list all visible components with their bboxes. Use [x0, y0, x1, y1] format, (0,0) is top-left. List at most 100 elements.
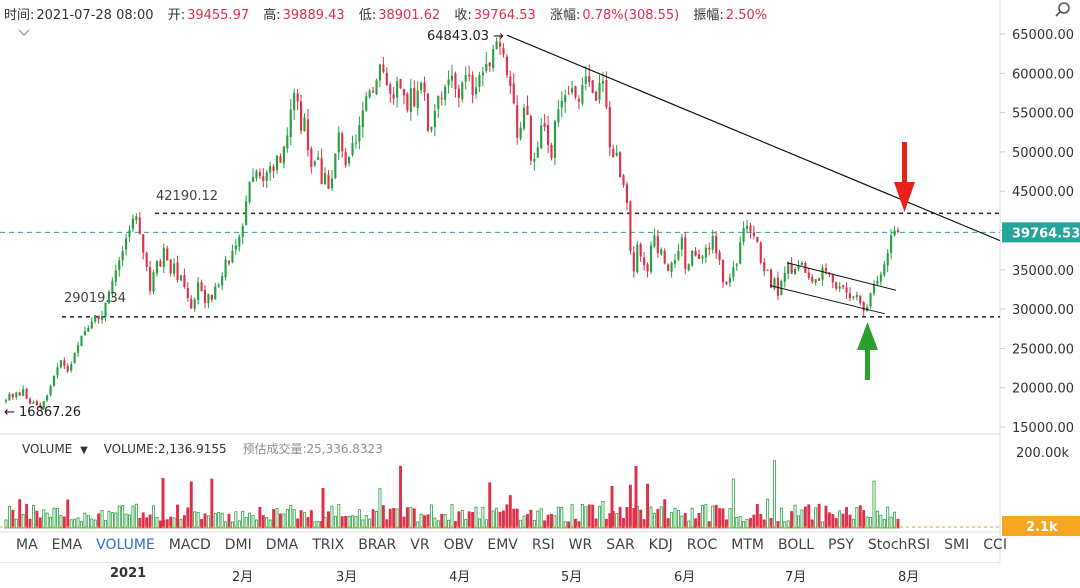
volume-bar [299, 510, 303, 529]
tab-obv[interactable]: OBV [443, 537, 474, 553]
time-value: 2021-07-28 08:00 [36, 8, 154, 23]
candle-body [464, 74, 467, 82]
candle-body [409, 88, 412, 112]
candle-body [46, 395, 49, 401]
indicator-tabs: MA EMA VOLUME MACD DMI DMA TRIX BRAR VR OBV EMV RSI… [16, 537, 1021, 559]
tab-stochrsi[interactable]: StochRSI [867, 537, 931, 553]
tab-volume[interactable]: VOLUME [96, 537, 155, 553]
tab-vr[interactable]: VR [410, 537, 430, 553]
volume-bar [882, 518, 886, 529]
volume-bar [31, 504, 35, 529]
candle-body [282, 146, 285, 164]
volume-bar [807, 504, 811, 529]
volume-indicator-name[interactable]: VOLUME [22, 442, 73, 456]
candle-body [581, 85, 584, 104]
candle-body [183, 275, 186, 288]
low-price-label: ← 16867.26 [4, 405, 81, 420]
tab-psy[interactable]: PSY [828, 537, 854, 553]
y-tick-label: 65000.00 [1012, 28, 1074, 43]
volume-bar [721, 508, 725, 529]
volume-bar [855, 507, 859, 529]
tab-mtm[interactable]: MTM [731, 537, 765, 553]
candle-body [522, 107, 526, 129]
tab-smi[interactable]: SMI [944, 537, 970, 553]
tab-ma[interactable]: MA [16, 537, 38, 553]
volume-bar [11, 509, 15, 529]
volume-bar [793, 504, 797, 529]
candle-body [197, 282, 200, 300]
volume-bar [481, 506, 485, 529]
tab-dma[interactable]: DMA [265, 537, 299, 553]
time-tick-label: 5月 [561, 570, 583, 585]
volume-bar [265, 517, 269, 529]
y-tick-label: 55000.00 [1012, 107, 1074, 122]
candle-body [444, 86, 447, 100]
tab-cci[interactable]: CCI [983, 537, 1007, 553]
tab-ema[interactable]: EMA [51, 537, 83, 553]
volume-bar [388, 508, 392, 529]
candle-body [440, 97, 443, 99]
candle-body [207, 294, 210, 303]
candle-body [337, 132, 340, 153]
candle-body [505, 56, 508, 75]
volume-bar [872, 480, 876, 529]
time-tick-label: 3月 [336, 570, 358, 585]
volume-bar [405, 507, 409, 529]
tab-roc[interactable]: ROC [686, 537, 718, 553]
volume-bar [591, 504, 595, 529]
tab-kdj[interactable]: KDJ [648, 537, 673, 553]
tab-dmi[interactable]: DMI [224, 537, 252, 553]
candle-body [351, 143, 354, 155]
volume-bar [107, 510, 111, 529]
candle-body [399, 78, 402, 89]
candle-body [97, 315, 100, 320]
red-arrow-head [894, 182, 915, 212]
candle-body [323, 173, 327, 184]
volume-bar [296, 518, 300, 529]
tab-macd[interactable]: MACD [168, 537, 211, 553]
green-arrow-shaft [865, 348, 870, 380]
volume-bar [697, 512, 701, 529]
volume-bar [567, 521, 571, 529]
candle-body [104, 302, 107, 317]
volume-bar [663, 499, 667, 529]
volume-bar [553, 515, 557, 529]
tab-sar[interactable]: SAR [606, 537, 635, 553]
tab-wr[interactable]: WR [568, 537, 593, 553]
volume-bar [687, 520, 691, 529]
caret-down-icon[interactable]: ▼ [80, 445, 88, 456]
volume-bar [176, 504, 180, 529]
candle-body [639, 244, 642, 257]
tab-rsi[interactable]: RSI [531, 537, 555, 553]
candle-body [358, 125, 361, 142]
volume-bar [659, 506, 663, 529]
tab-brar[interactable]: BRAR [358, 537, 397, 553]
candle-body [334, 153, 337, 178]
candle-body [166, 248, 169, 261]
volume-bar [18, 499, 22, 529]
candle-body [584, 76, 587, 85]
volume-bar [652, 512, 656, 529]
volume-bar [193, 511, 197, 529]
tab-emv[interactable]: EMV [487, 537, 518, 553]
tab-boll[interactable]: BOLL [778, 537, 814, 553]
chevron-down-icon[interactable] [18, 26, 30, 40]
volume-bar [464, 519, 468, 529]
candle-body [512, 83, 515, 104]
volume-bar [230, 521, 234, 529]
search-button[interactable] [1040, 0, 1080, 24]
volume-bar [381, 505, 385, 529]
tab-trix[interactable]: TRIX [312, 537, 345, 553]
candle-body [835, 282, 838, 289]
candle-body [320, 158, 323, 185]
volume-bar [203, 513, 207, 529]
candle-body [426, 93, 430, 131]
high-value: 39889.43 [282, 8, 345, 23]
candle-body [711, 236, 714, 250]
candle-body [447, 79, 450, 86]
volume-bar [453, 521, 457, 529]
candle-body [293, 92, 296, 111]
volume-bar [38, 517, 42, 529]
time-axis: 2021 2月 3月 4月 5月 6月 7月 8月 [0, 562, 1080, 588]
